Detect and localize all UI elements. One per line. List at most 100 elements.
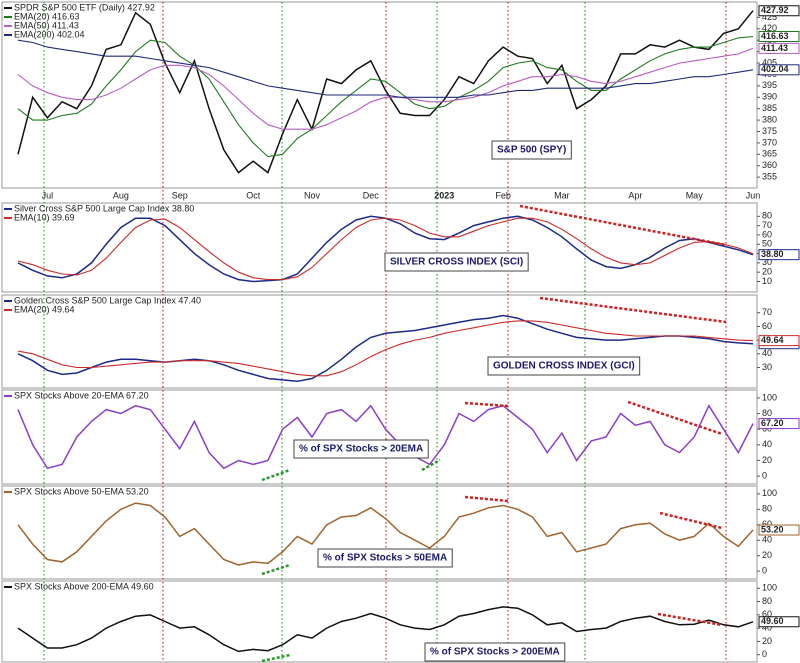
end-badge xyxy=(758,31,800,43)
y-tick-label: 0 xyxy=(762,470,767,480)
y-tick-label: 60 xyxy=(762,519,772,529)
end-badge xyxy=(758,249,800,261)
y-tick-label: 385 xyxy=(762,103,777,113)
y-tick-label: 80 xyxy=(762,596,772,606)
annotation: S&P 500 (SPY) xyxy=(497,145,566,156)
trend-line xyxy=(539,296,727,324)
series-line xyxy=(17,39,754,98)
y-tick-label: 425 xyxy=(762,12,777,22)
trend-line xyxy=(659,511,723,530)
series-line xyxy=(17,35,754,158)
trend-line xyxy=(627,400,723,436)
y-tick-label: 40 xyxy=(762,439,772,449)
panel-frame xyxy=(1,485,758,580)
series-line xyxy=(17,47,754,130)
legend-label: SPX Stocks Above 50-EMA 53.20 xyxy=(14,486,149,496)
y-tick-label: 100 xyxy=(762,583,777,593)
x-tick-label: 2023 xyxy=(434,190,454,200)
x-tick-label: Jun xyxy=(746,190,761,200)
x-tick-label: Jul xyxy=(42,190,54,200)
annotation-box xyxy=(293,439,429,459)
y-tick-label: 380 xyxy=(762,114,777,124)
annotation-box xyxy=(384,252,529,272)
legend-label: SPX Stocks Above 20-EMA 67.20 xyxy=(14,390,149,400)
end-badge xyxy=(758,335,800,347)
end-badge xyxy=(758,616,800,628)
end-badge xyxy=(758,524,800,536)
y-tick-label: 80 xyxy=(762,504,772,514)
trend-line xyxy=(261,653,291,663)
y-tick-label: 30 xyxy=(762,257,772,267)
annotation-box xyxy=(487,356,641,376)
y-tick-label: 370 xyxy=(762,137,777,147)
y-tick-label: 355 xyxy=(762,172,777,182)
trend-line xyxy=(464,495,509,503)
end-badge xyxy=(758,418,800,430)
end-label: 411.43 xyxy=(761,43,788,53)
y-tick-label: 390 xyxy=(762,92,777,102)
y-tick-label: 20 xyxy=(762,550,772,560)
legend-label: SPX Stocks Above 200-EMA 49.60 xyxy=(14,581,154,591)
x-tick-label: Sep xyxy=(172,190,188,200)
y-tick-label: 70 xyxy=(762,220,772,230)
series-line xyxy=(17,404,754,470)
legend-label: EMA(20) 49.64 xyxy=(14,304,75,314)
legend-label: Silver Cross S&P 500 Large Cap Index 38.… xyxy=(14,203,194,213)
legend-label: SPDR S&P 500 ETF (Daily) 427.92 xyxy=(14,2,155,12)
y-tick-label: 20 xyxy=(762,455,772,465)
y-tick-label: 50 xyxy=(762,239,772,249)
annotation: % of SPX Stocks > 200EMA xyxy=(430,647,560,658)
x-tick-label: Feb xyxy=(495,190,511,200)
y-tick-label: 100 xyxy=(762,488,777,498)
y-tick-label: 420 xyxy=(762,23,777,33)
end-label: 416.63 xyxy=(761,31,789,41)
panel-frame xyxy=(1,1,758,189)
legend-label: EMA(50) 411.43 xyxy=(14,20,79,30)
x-tick-label: Dec xyxy=(363,190,380,200)
y-tick-label: 365 xyxy=(762,149,777,159)
trend-line xyxy=(657,612,723,627)
series-line xyxy=(17,502,754,566)
legend-label: EMA(200) 402.04 xyxy=(14,29,85,39)
trend-line xyxy=(519,204,727,247)
trend-line xyxy=(261,468,291,482)
y-tick-label: 80 xyxy=(762,408,772,418)
y-tick-label: 395 xyxy=(762,80,777,90)
y-tick-label: 405 xyxy=(762,57,777,67)
x-tick-label: Mar xyxy=(554,190,570,200)
y-tick-label: 30 xyxy=(762,362,772,372)
x-tick-label: Oct xyxy=(246,190,261,200)
y-tick-label: 0 xyxy=(762,566,767,576)
annotation: GOLDEN CROSS INDEX (GCI) xyxy=(493,361,635,372)
legend-label: Golden Cross S&P 500 Large Cap Index 47.… xyxy=(14,295,201,305)
y-tick-label: 100 xyxy=(762,392,777,402)
end-label: 402.04 xyxy=(761,64,789,74)
y-tick-label: 70 xyxy=(762,307,772,317)
x-tick-label: Nov xyxy=(304,190,321,200)
panel-frame xyxy=(1,580,758,663)
annotation: % of SPX Stocks > 20EMA xyxy=(299,444,423,455)
y-tick-label: 0 xyxy=(762,649,767,659)
y-tick-label: 40 xyxy=(762,348,772,358)
end-label: 67.20 xyxy=(761,418,784,428)
y-tick-label: 40 xyxy=(762,535,772,545)
y-tick-label: 60 xyxy=(762,229,772,239)
panel-frame xyxy=(1,294,758,389)
legend-label: EMA(10) 39.69 xyxy=(14,212,75,222)
end-badge xyxy=(758,5,800,17)
y-tick-label: 375 xyxy=(762,126,777,136)
end-badge xyxy=(758,42,800,54)
x-tick-label: Aug xyxy=(113,190,129,200)
trend-line xyxy=(261,563,291,576)
y-tick-label: 20 xyxy=(762,267,772,277)
trend-line xyxy=(421,458,441,472)
annotation: SILVER CROSS INDEX (SCI) xyxy=(390,257,523,268)
end-label: 53.20 xyxy=(761,524,784,534)
end-label: 427.92 xyxy=(761,5,789,15)
annotation: % of SPX Stocks > 50EMA xyxy=(323,553,447,564)
series-line xyxy=(17,217,754,281)
series-line xyxy=(17,314,754,383)
y-tick-label: 20 xyxy=(762,636,772,646)
annotation-box xyxy=(317,548,453,568)
